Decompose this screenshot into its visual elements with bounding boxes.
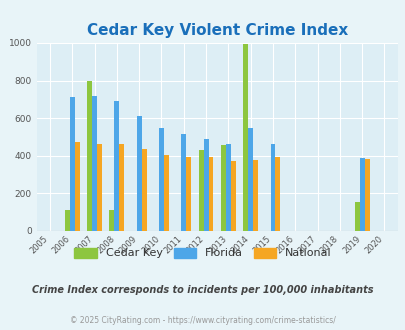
Bar	[65, 210, 70, 231]
Bar	[141, 149, 146, 231]
Title: Cedar Key Violent Crime Index: Cedar Key Violent Crime Index	[86, 22, 347, 38]
Text: © 2025 CityRating.com - https://www.cityrating.com/crime-statistics/: © 2025 CityRating.com - https://www.city…	[70, 315, 335, 325]
Bar	[164, 155, 168, 231]
Bar	[220, 146, 225, 231]
Bar	[364, 159, 369, 231]
Bar	[359, 158, 364, 231]
Bar	[114, 101, 119, 231]
Bar	[181, 134, 186, 231]
Legend: Cedar Key, Florida, National: Cedar Key, Florida, National	[70, 243, 335, 263]
Bar	[230, 161, 235, 231]
Bar	[275, 157, 279, 231]
Bar	[354, 202, 359, 231]
Bar	[198, 150, 203, 231]
Bar	[186, 157, 191, 231]
Bar	[252, 159, 258, 231]
Bar	[70, 96, 75, 231]
Bar	[247, 128, 252, 231]
Bar	[159, 128, 164, 231]
Bar	[75, 142, 79, 231]
Bar	[119, 145, 124, 231]
Bar	[203, 139, 208, 231]
Bar	[87, 82, 92, 231]
Bar	[208, 157, 213, 231]
Bar	[225, 145, 230, 231]
Bar	[136, 116, 141, 231]
Bar	[92, 96, 97, 231]
Bar	[109, 210, 114, 231]
Bar	[270, 144, 275, 231]
Bar	[243, 44, 247, 231]
Text: Crime Index corresponds to incidents per 100,000 inhabitants: Crime Index corresponds to incidents per…	[32, 285, 373, 295]
Bar	[97, 144, 102, 231]
